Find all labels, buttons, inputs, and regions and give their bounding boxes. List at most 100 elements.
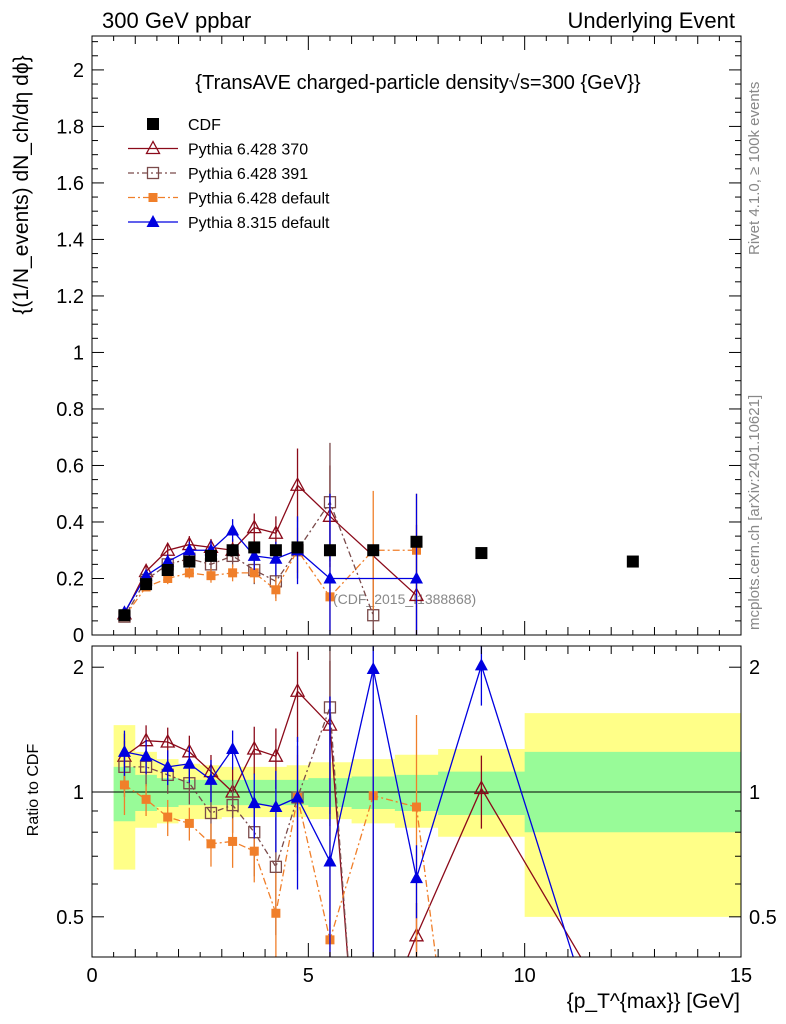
series-3-ratio-point — [269, 800, 283, 813]
series-3-ratio-point — [204, 772, 218, 785]
y-tick-label: 0.2 — [56, 568, 84, 590]
series-3-point — [139, 568, 153, 581]
series-3-point — [161, 554, 175, 567]
cdf-point — [291, 541, 304, 554]
legend: CDF Pythia 6.428 370 Pythia 6.428 391 Pythi… — [128, 117, 330, 232]
series-2-ratio-point — [412, 802, 421, 812]
cdf-point — [226, 544, 239, 557]
series-2-ratio-point — [249, 846, 259, 856]
series-3-point — [247, 548, 261, 561]
y-tick-label: 0.4 — [56, 512, 84, 534]
series-2-point — [249, 568, 259, 578]
series-0-ratio-point — [246, 740, 262, 755]
legend-marker — [146, 166, 160, 180]
ratio-tick-label: 1 — [73, 782, 84, 804]
legend-marker — [146, 215, 160, 227]
series-2-ratio-point — [228, 836, 238, 846]
ratio-data-area — [92, 646, 741, 957]
series-3-point — [182, 543, 196, 556]
main-y-ticks: 0 0.2 0.4 0.6 0.8 1 1.2 1.4 1.6 1.8 2 — [56, 41, 741, 647]
cdf-point — [183, 555, 196, 568]
cdf-point — [367, 544, 380, 557]
series-3-ratio-point — [182, 756, 196, 769]
legend-label: Pythia 6.428 370 — [188, 142, 308, 159]
analysis-tag: (CDF_2015_I1388868) — [333, 591, 476, 607]
legend-marker — [148, 193, 158, 202]
x-tick-label: 0 — [86, 965, 97, 987]
cdf-point — [248, 541, 261, 554]
y-tick-label: 0 — [73, 625, 84, 647]
series-3-point — [410, 571, 423, 584]
cdf-point — [410, 535, 423, 548]
series-3-ratio-point — [366, 662, 380, 675]
series-3-ratio-point — [226, 741, 240, 754]
series-3-main — [117, 493, 423, 635]
series-1-line — [123, 500, 374, 617]
series-3-ratio-point — [139, 749, 153, 762]
ratio-tick-label-right: 1 — [749, 782, 760, 804]
mcplots-label: mcplots.cern.ch [arXiv:2401.10621] — [746, 395, 763, 630]
legend-marker — [145, 140, 161, 155]
legend-entry: Pythia 6.428 default — [128, 191, 330, 208]
series-1-ratio-point — [204, 806, 218, 820]
y-tick-label: 1.8 — [56, 116, 84, 138]
cdf-point — [323, 544, 336, 557]
legend-entry: Pythia 6.428 391 — [128, 166, 308, 183]
x-tick-label: 10 — [514, 965, 536, 987]
series-2-point — [271, 585, 281, 595]
series-3-ratio-point — [291, 790, 305, 803]
series-1-point — [367, 609, 380, 622]
ratio-y-ticks: 0.5 0.5 1 1 2 2 — [56, 657, 777, 958]
series-2-point — [184, 568, 194, 578]
series-0-ratio-point — [473, 780, 489, 795]
series-3-ratio-point — [161, 759, 175, 772]
rivet-label: Rivet 4.1.0, ≥ 100k events — [746, 82, 763, 255]
series-2-point — [206, 571, 216, 581]
series-0-main — [116, 448, 425, 635]
main-data-area — [116, 442, 639, 635]
series-2-ratio-point — [206, 839, 216, 849]
series-2-ratio-point — [141, 794, 151, 804]
series-3-ratio-point — [323, 854, 337, 867]
series-2-point — [228, 568, 238, 578]
cdf-point — [118, 609, 131, 622]
series-3-point — [269, 551, 283, 564]
ratio-tick-label: 0.5 — [56, 907, 84, 929]
main-plot-layer: 0 0.2 0.4 0.6 0.8 1 1.2 1.4 1.6 1.8 2 — [56, 35, 742, 647]
x-tick-label: 15 — [730, 965, 752, 987]
series-3-ratio — [117, 646, 574, 957]
series-3-ratio-point — [117, 744, 131, 757]
legend-entry: CDF — [147, 117, 221, 134]
legend-entry: Pythia 6.428 370 — [128, 140, 308, 159]
series-3-ratio-line — [124, 663, 574, 957]
ratio-y-axis-label: Ratio to CDF — [25, 744, 42, 837]
y-tick-label: 0.8 — [56, 399, 84, 421]
cdf-point — [626, 555, 639, 568]
ratio-tick-label: 2 — [73, 657, 84, 679]
legend-marker — [147, 118, 159, 130]
cdf-point — [204, 549, 217, 562]
series-0-ratio-point — [268, 747, 284, 762]
series-2-ratio-point — [163, 812, 173, 822]
y-tick-label: 2 — [73, 60, 84, 82]
series-3-ratio-point — [474, 658, 488, 671]
header-left: 300 GeV ppbar — [102, 8, 251, 33]
series-0-point — [246, 519, 262, 534]
legend-label: Pythia 6.428 default — [188, 191, 330, 208]
series-2-ratio-point — [271, 908, 281, 918]
x-ticks: 0 5 10 15 — [86, 36, 752, 987]
series-0-ratio-point — [289, 682, 306, 697]
legend-label: CDF — [188, 117, 221, 134]
y-tick-label: 1.4 — [56, 229, 84, 251]
x-axis-label: {p_T^{max}} [GeV] — [567, 990, 740, 1013]
series-1-ratio-point — [269, 860, 283, 873]
series-2-point — [163, 573, 173, 583]
series-3-point — [323, 571, 337, 584]
header-right: Underlying Event — [567, 8, 735, 33]
x-tick-label: 5 — [303, 965, 314, 987]
series-1-ratio-point — [226, 798, 239, 812]
reference-points — [118, 535, 639, 622]
series-2-ratio-point — [184, 818, 194, 828]
y-tick-label: 0.6 — [56, 455, 84, 477]
